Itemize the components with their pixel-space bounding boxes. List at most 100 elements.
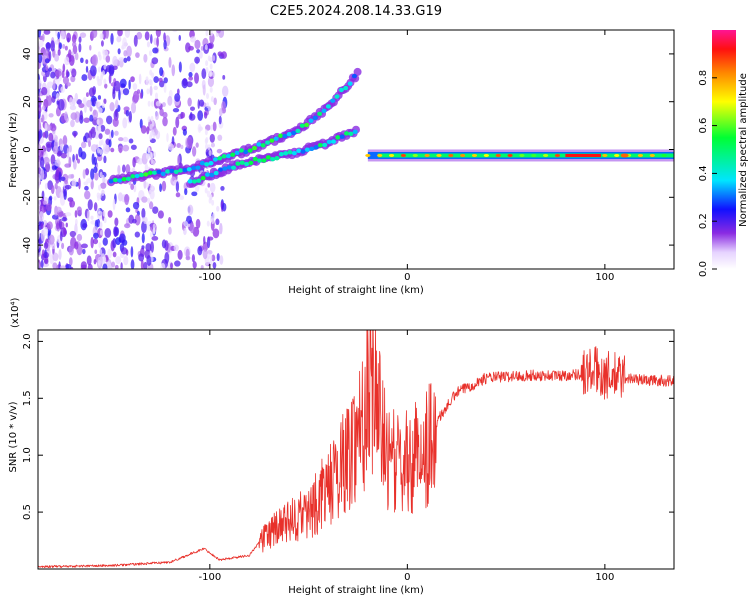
spectral-noise-blob bbox=[200, 265, 204, 269]
spectral-noise-blob bbox=[85, 65, 89, 73]
spectral-noise-blob bbox=[70, 119, 75, 128]
spectral-noise-blob bbox=[84, 168, 90, 176]
spectral-noise-blob bbox=[186, 81, 193, 88]
spectral-noise-blob bbox=[172, 108, 180, 113]
spectral-noise-blob bbox=[97, 95, 102, 100]
spectral-noise-blob bbox=[138, 73, 142, 85]
spectral-noise-blob bbox=[206, 220, 210, 227]
spectral-branch-mark bbox=[265, 155, 271, 160]
spectral-branch-mark bbox=[121, 176, 127, 182]
spectral-noise-blob bbox=[51, 165, 57, 171]
spectral-branch-mark bbox=[312, 115, 318, 121]
colorbar-ticks: 0.0 0.2 0.4 0.6 0.8 bbox=[698, 70, 717, 277]
spectral-noise-blob bbox=[65, 222, 68, 228]
spectral-noise-blob bbox=[102, 237, 108, 246]
spectral-noise-blob bbox=[45, 94, 53, 106]
spectral-noise-blob bbox=[151, 120, 155, 127]
spectral-branch-mark bbox=[117, 178, 123, 183]
spectral-noise-blob bbox=[72, 97, 76, 107]
spectral-noise-blob bbox=[45, 161, 51, 173]
spectral-branch-mark bbox=[278, 133, 284, 138]
spectral-noise-blob bbox=[68, 245, 74, 256]
spectral-noise-blob bbox=[212, 228, 220, 239]
spectral-noise-blob bbox=[141, 208, 146, 220]
spectral-noise-blob bbox=[205, 124, 211, 131]
y-tick-label: 1.0 bbox=[22, 447, 33, 463]
spectral-noise-blob bbox=[75, 153, 79, 161]
spectral-noise-blob bbox=[139, 92, 143, 99]
spectral-noise-blob bbox=[163, 39, 167, 50]
spectral-noise-blob bbox=[130, 183, 135, 190]
snr-series-line bbox=[38, 330, 674, 569]
spectral-noise-blob bbox=[64, 184, 72, 190]
spectral-branch-mark bbox=[125, 176, 131, 182]
spectral-noise-blob bbox=[44, 58, 50, 64]
spectral-noise-blob bbox=[57, 99, 65, 111]
spectral-noise-blob bbox=[140, 125, 147, 134]
spectral-noise-blob bbox=[81, 243, 88, 249]
spectral-branch-mark bbox=[218, 167, 224, 172]
spectral-noise-blob bbox=[153, 85, 158, 91]
spectral-branch-mark bbox=[230, 152, 236, 157]
spectral-noise-blob bbox=[53, 196, 57, 201]
spectral-noise-blob bbox=[210, 96, 214, 103]
spectral-noise-blob bbox=[44, 258, 49, 265]
spectral-noise-blob bbox=[107, 248, 113, 259]
spectral-noise-blob bbox=[150, 255, 154, 262]
spectral-noise-blob bbox=[203, 235, 206, 245]
spectral-noise-blob bbox=[85, 59, 89, 65]
spectral-noise-blob bbox=[173, 244, 179, 252]
spectral-branch-mark bbox=[265, 140, 271, 145]
spectral-branch-mark bbox=[317, 111, 323, 117]
spectral-noise-blob bbox=[54, 182, 58, 190]
spectrogram-x-ticks: -100 0 100 bbox=[198, 30, 614, 283]
spectral-noise-blob bbox=[204, 44, 208, 51]
colorbar-gradient bbox=[712, 30, 736, 269]
spectral-branch-mark bbox=[251, 145, 257, 151]
spectral-noise-blob bbox=[117, 48, 121, 55]
spectral-noise-blob bbox=[207, 144, 211, 151]
spectral-noise-blob bbox=[212, 121, 217, 132]
x-tick-label: -100 bbox=[198, 272, 221, 283]
spectral-branch-mark bbox=[299, 123, 305, 128]
colorbar-tick-label: 0.8 bbox=[698, 70, 709, 86]
spectral-noise-blob bbox=[69, 198, 72, 208]
spectral-noise-blob bbox=[97, 107, 103, 114]
spectral-noise-blob bbox=[45, 203, 52, 212]
spectral-noise-blob bbox=[166, 132, 169, 143]
spectral-noise-blob bbox=[90, 168, 95, 181]
main-line-hotspot bbox=[412, 153, 418, 157]
spectral-noise-blob bbox=[217, 134, 223, 141]
spectral-noise-blob bbox=[38, 53, 43, 64]
spectral-noise-blob bbox=[215, 218, 220, 226]
spectral-noise-blob bbox=[64, 111, 68, 121]
spectral-noise-blob bbox=[191, 191, 198, 197]
spectral-noise-blob bbox=[147, 41, 151, 48]
main-line-hotspot bbox=[377, 153, 383, 157]
spectral-noise-blob bbox=[97, 124, 101, 131]
spectral-branch-mark bbox=[178, 168, 184, 173]
spectral-noise-blob bbox=[149, 85, 153, 96]
spectral-noise-blob bbox=[91, 153, 95, 165]
spectral-noise-blob bbox=[65, 212, 72, 217]
spectral-branch-mark bbox=[291, 150, 297, 156]
spectral-noise-blob bbox=[97, 259, 101, 266]
spectral-noise-blob bbox=[213, 97, 217, 106]
main-line-hotspot bbox=[507, 153, 513, 157]
spectral-noise-blob bbox=[98, 192, 102, 199]
spectral-noise-blob bbox=[112, 198, 116, 211]
spectral-noise-blob bbox=[206, 190, 211, 198]
spectral-noise-blob bbox=[161, 102, 166, 108]
spectral-noise-blob bbox=[212, 55, 216, 62]
spectral-noise-blob bbox=[122, 88, 130, 96]
spectral-noise-blob bbox=[103, 63, 107, 70]
main-line-hotspot bbox=[649, 153, 655, 157]
spectrogram-marks bbox=[38, 30, 674, 269]
spectral-noise-blob bbox=[105, 30, 109, 39]
spectral-noise-blob bbox=[104, 227, 112, 238]
y-tick-label: 2.0 bbox=[22, 333, 33, 349]
spectral-noise-blob bbox=[100, 182, 107, 189]
spectral-noise-blob bbox=[91, 97, 96, 106]
spectral-noise-blob bbox=[210, 124, 214, 131]
spectral-noise-blob bbox=[84, 102, 87, 114]
